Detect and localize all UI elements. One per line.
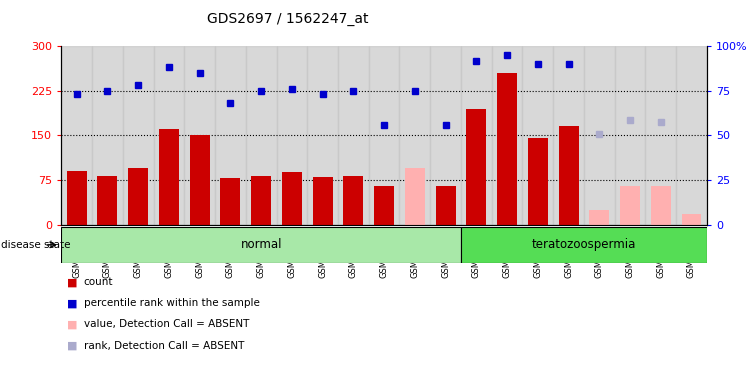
Bar bbox=[184, 46, 215, 225]
Bar bbox=[215, 46, 246, 225]
Text: disease state: disease state bbox=[1, 240, 70, 250]
Bar bbox=[313, 177, 333, 225]
Bar bbox=[522, 46, 554, 225]
Bar bbox=[461, 46, 491, 225]
Bar bbox=[97, 176, 117, 225]
Bar bbox=[399, 46, 430, 225]
Bar bbox=[554, 46, 584, 225]
Bar bbox=[584, 46, 615, 225]
Text: percentile rank within the sample: percentile rank within the sample bbox=[84, 298, 260, 308]
Bar bbox=[159, 129, 179, 225]
Bar bbox=[128, 168, 148, 225]
Text: normal: normal bbox=[240, 238, 282, 251]
Bar bbox=[528, 138, 548, 225]
Bar bbox=[190, 136, 209, 225]
Bar bbox=[615, 46, 646, 225]
Bar bbox=[620, 186, 640, 225]
Bar bbox=[221, 178, 240, 225]
Bar bbox=[369, 46, 399, 225]
Bar bbox=[67, 171, 87, 225]
Bar bbox=[61, 227, 461, 263]
Bar bbox=[676, 46, 707, 225]
Bar bbox=[251, 176, 271, 225]
Bar bbox=[153, 46, 184, 225]
Bar bbox=[497, 73, 517, 225]
Text: ■: ■ bbox=[67, 277, 78, 287]
Text: GDS2697 / 1562247_at: GDS2697 / 1562247_at bbox=[206, 12, 368, 25]
Text: ■: ■ bbox=[67, 341, 78, 351]
Bar bbox=[646, 46, 676, 225]
Bar bbox=[405, 168, 425, 225]
Bar bbox=[338, 46, 369, 225]
Bar bbox=[435, 186, 456, 225]
Bar bbox=[61, 46, 92, 225]
Text: value, Detection Call = ABSENT: value, Detection Call = ABSENT bbox=[84, 319, 249, 329]
Bar bbox=[123, 46, 153, 225]
Bar bbox=[466, 109, 486, 225]
Bar bbox=[681, 214, 702, 225]
Bar bbox=[651, 186, 671, 225]
Bar bbox=[589, 210, 610, 225]
Bar bbox=[430, 46, 461, 225]
Bar bbox=[491, 46, 522, 225]
Bar bbox=[343, 176, 364, 225]
Bar bbox=[374, 186, 394, 225]
Text: rank, Detection Call = ABSENT: rank, Detection Call = ABSENT bbox=[84, 341, 244, 351]
Bar bbox=[559, 126, 578, 225]
Bar bbox=[246, 46, 277, 225]
Text: count: count bbox=[84, 277, 113, 287]
Text: ■: ■ bbox=[67, 319, 78, 329]
Text: ■: ■ bbox=[67, 298, 78, 308]
Text: teratozoospermia: teratozoospermia bbox=[532, 238, 636, 251]
Bar bbox=[92, 46, 123, 225]
Bar bbox=[282, 172, 302, 225]
Bar bbox=[405, 168, 425, 225]
Bar bbox=[277, 46, 307, 225]
Bar bbox=[461, 227, 707, 263]
Bar bbox=[307, 46, 338, 225]
